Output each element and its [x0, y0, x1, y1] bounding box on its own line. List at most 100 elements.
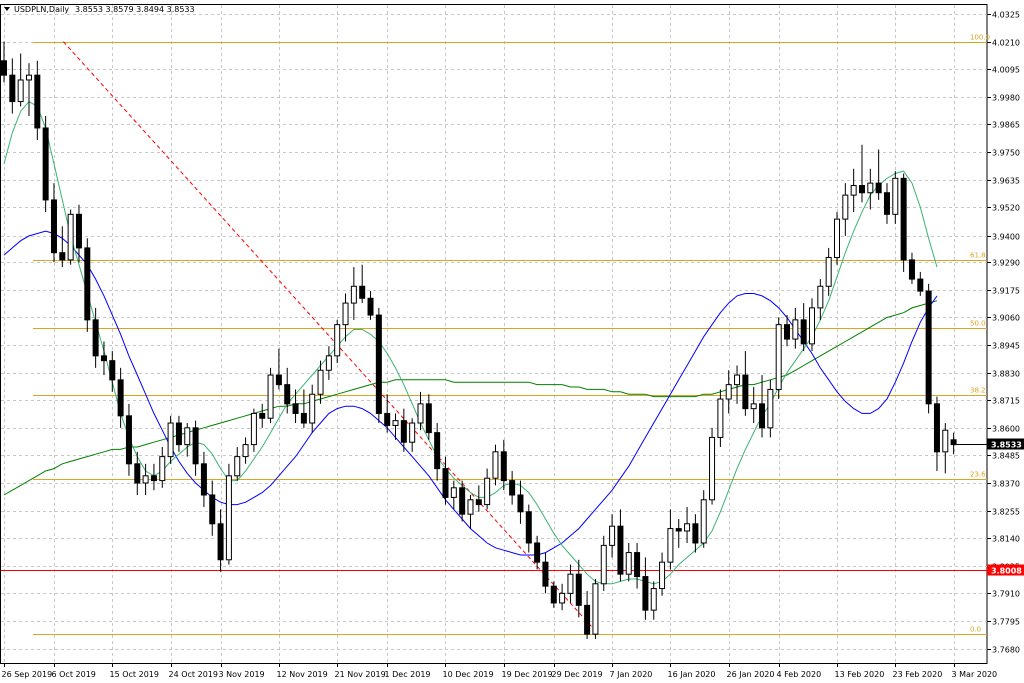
candle-body-up [234, 456, 241, 477]
candle-body-up [167, 422, 174, 458]
candle-body-down [359, 285, 366, 299]
x-tick-label: 10 Dec 2019 [443, 670, 494, 679]
candle-body-down [175, 422, 182, 446]
x-tick-label: 1 Dec 2019 [385, 670, 431, 679]
time-axis[interactable]: 26 Sep 2019 6 Oct 2019 15 Oct 2019 24 Oct 2… [2, 663, 998, 679]
candle-body-up [484, 477, 491, 506]
candle-body-up [767, 388, 774, 429]
candle-body-up [775, 324, 782, 390]
x-tick-label: 6 Oct 2019 [52, 670, 96, 679]
fib-level-label: 38.2 [970, 387, 986, 395]
candle-body-up [417, 403, 424, 424]
fib-level-label: 0.0 [970, 626, 981, 634]
candle-body-down [509, 480, 516, 496]
candle-body-down [875, 182, 882, 194]
candle-body-down [400, 420, 407, 443]
candle-body-down [125, 415, 132, 465]
plot-frame [0, 4, 988, 664]
candle-body-up [17, 79, 24, 103]
last-price-tag-bg [987, 438, 1024, 450]
candle-body-down [925, 290, 932, 405]
chart-header: USDPLN,Daily 3.8553 3.8579 3.8494 3.8533 [4, 5, 195, 14]
y-tick-label: 3.8485 [992, 452, 1020, 461]
support-price-tag: 3.8008 [991, 567, 1022, 576]
candle-body-up [309, 393, 316, 424]
y-tick-label: 3.8255 [992, 508, 1020, 517]
candle-body-down [742, 374, 749, 410]
candle-body-up [942, 429, 949, 453]
fib-level-label: 61.8 [970, 252, 986, 260]
candle-body-up [325, 355, 332, 371]
fibonacci-levels: 100.0 61.8 50.0 38.2 23.6 0.0 [1, 34, 990, 635]
candle-body-down [425, 403, 432, 434]
candle-body-down [542, 561, 549, 587]
candle-body-up [609, 525, 616, 546]
candle-body-down [275, 374, 282, 386]
candle-body-down [92, 319, 99, 357]
y-tick-label: 3.9980 [992, 94, 1020, 103]
x-tick-label: 19 Dec 2019 [502, 670, 553, 679]
candle-body-up [342, 302, 349, 326]
candle-body-down [100, 355, 107, 362]
y-tick-label: 3.9290 [992, 259, 1020, 268]
candle-body-up [242, 444, 249, 458]
candle-body-down [534, 542, 541, 563]
candle-body-down [375, 314, 382, 414]
candle-body-up [842, 194, 849, 220]
candle-body-down [442, 468, 449, 498]
candle-body-up [825, 256, 832, 287]
candle-body-up [334, 324, 341, 357]
candle-body-down [384, 412, 391, 426]
candle-body-up [467, 499, 474, 515]
x-tick-label: 26 Jan 2020 [727, 670, 775, 679]
x-tick-label: 16 Jan 2020 [668, 670, 716, 679]
y-tick-label: 4.0095 [992, 66, 1020, 75]
candle-body-up [625, 552, 632, 575]
candle-body-up [267, 374, 274, 419]
y-tick-label: 3.8370 [992, 480, 1020, 489]
candle-body-up [750, 403, 757, 410]
candle-body-down [284, 384, 291, 405]
candle-body-down [200, 463, 207, 496]
candle-body-down [300, 412, 307, 424]
candle-body-up [184, 427, 191, 446]
candle-body-down [584, 604, 591, 635]
y-tick-label: 3.9750 [992, 149, 1020, 158]
price-axis[interactable]: 4.0325 4.0210 4.0095 3.9980 3.9865 3.9750 3.96… [987, 11, 1024, 655]
x-tick-label: 29 Dec 2019 [552, 670, 603, 679]
candle-body-down [134, 463, 141, 484]
candle-body-down [692, 523, 699, 544]
collapse-icon[interactable] [4, 7, 10, 11]
y-tick-label: 3.8945 [992, 342, 1020, 351]
candle-body-down [117, 379, 124, 417]
candle-body-down [292, 403, 299, 414]
y-tick-label: 3.7910 [992, 590, 1020, 599]
candle-body-down [192, 427, 199, 465]
candle-body-down [933, 403, 940, 453]
candle-body-up [225, 475, 232, 561]
candle-body-up [700, 499, 707, 544]
y-tick-label: 3.9635 [992, 177, 1020, 186]
candle-body-down [34, 74, 41, 129]
candle-body-down [642, 576, 649, 611]
y-tick-label: 3.9520 [992, 204, 1020, 213]
candle-body-down [59, 252, 66, 261]
candle-body-up [409, 422, 416, 443]
candle-body-up [650, 588, 657, 611]
candle-body-down [784, 324, 791, 340]
x-tick-label: 7 Jan 2020 [610, 670, 653, 679]
last-price-tag: 3.8533 [991, 441, 1022, 450]
candle-body-up [450, 487, 457, 498]
y-tick-label: 3.8715 [992, 397, 1020, 406]
candle-body-up [317, 369, 324, 395]
candle-body-up [250, 412, 257, 446]
candle-body-down [883, 192, 890, 215]
y-tick-label: 3.9865 [992, 121, 1020, 130]
sma-mid-line [3, 230, 938, 556]
candle-body-up [350, 285, 357, 304]
symbol-label: USDPLN,Daily [14, 5, 69, 14]
candle-body-down [675, 528, 682, 532]
x-tick-label: 4 Feb 2020 [777, 670, 822, 679]
fib-level-label: 100.0 [970, 34, 990, 42]
